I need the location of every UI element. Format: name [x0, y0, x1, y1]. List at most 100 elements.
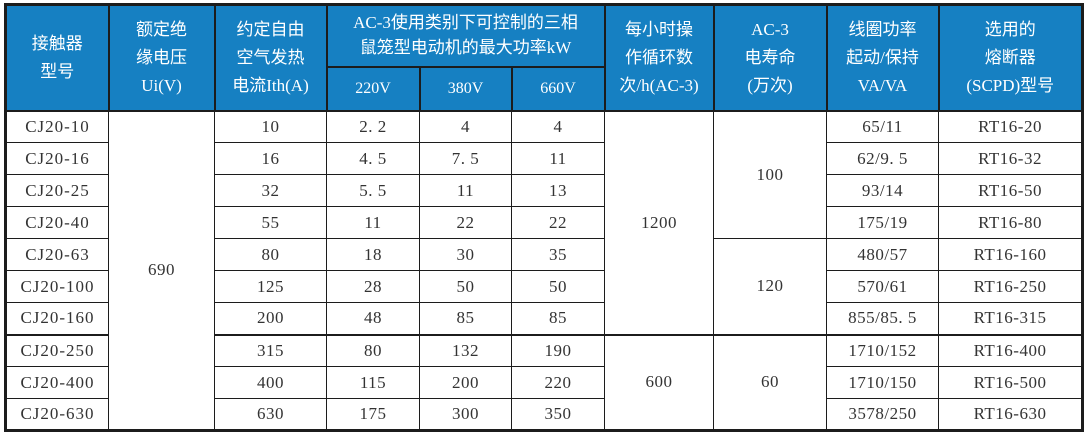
- cell-kw380: 30: [419, 238, 512, 271]
- cell-model: CJ20-100: [5, 270, 109, 303]
- cell-kw380: 50: [419, 270, 512, 303]
- cell-ith: 315: [214, 333, 327, 367]
- cell-fuse: RT16-400: [938, 333, 1084, 367]
- cell-kw660: 35: [510, 238, 606, 271]
- cell-ui-voltage: 690: [108, 110, 215, 431]
- cell-ith: 630: [214, 398, 327, 431]
- cell-life: 100: [713, 110, 828, 239]
- cell-coil-power: 93/14: [826, 174, 940, 207]
- header-ac3-power-group: AC-3使用类别下可控制的三相 鼠笼型电动机的最大功率kW: [325, 3, 606, 68]
- cell-kw660: 220: [510, 366, 606, 399]
- cell-kw220: 4. 5: [326, 142, 420, 175]
- cell-kw220: 175: [326, 398, 420, 431]
- cell-coil-power: 65/11: [826, 110, 940, 143]
- cell-kw660: 4: [510, 110, 606, 143]
- cell-kw660: 13: [510, 174, 606, 207]
- cell-kw220: 11: [326, 206, 420, 239]
- cell-kw380: 7. 5: [419, 142, 512, 175]
- cell-kw220: 80: [326, 333, 420, 367]
- cell-kw660: 11: [510, 142, 606, 175]
- cell-coil-power: 570/61: [826, 270, 940, 303]
- cell-model: CJ20-63: [5, 238, 109, 271]
- cell-kw660: 22: [510, 206, 606, 239]
- cell-cycles: 1200: [604, 110, 715, 335]
- table-header: 接触器 型号 额定绝 缘电压 Ui(V) 约定自由 空气发热 电流Ith(A) …: [4, 3, 1084, 112]
- cell-fuse: RT16-32: [938, 142, 1084, 175]
- cell-life: 120: [713, 238, 828, 335]
- cell-coil-power: 62/9. 5: [826, 142, 940, 175]
- cell-kw220: 5. 5: [326, 174, 420, 207]
- table-row: CJ20-160 200 48 85 85 855/85. 5 RT16-315: [5, 302, 1084, 335]
- cell-kw380: 300: [419, 398, 512, 431]
- cell-fuse: RT16-20: [938, 110, 1084, 143]
- cell-model: CJ20-630: [5, 398, 109, 431]
- contactor-spec-table: 接触器 型号 额定绝 缘电压 Ui(V) 约定自由 空气发热 电流Ith(A) …: [4, 3, 1085, 432]
- cell-coil-power: 480/57: [826, 238, 940, 271]
- table-row: CJ20-16 16 4. 5 7. 5 11 62/9. 5 RT16-32: [5, 142, 1084, 175]
- cell-life: 60: [713, 333, 828, 431]
- cell-fuse: RT16-160: [938, 238, 1084, 271]
- cell-kw660: 190: [510, 333, 606, 367]
- table-row: CJ20-100 125 28 50 50 570/61 RT16-250: [5, 270, 1084, 303]
- cell-coil-power: 175/19: [826, 206, 940, 239]
- cell-ith: 400: [214, 366, 327, 399]
- header-row-main: 接触器 型号 额定绝 缘电压 Ui(V) 约定自由 空气发热 电流Ith(A) …: [4, 3, 1084, 112]
- cell-kw220: 48: [326, 302, 420, 335]
- cell-kw660: 350: [510, 398, 606, 431]
- cell-kw380: 4: [419, 110, 512, 143]
- cell-ith: 55: [214, 206, 327, 239]
- cell-kw660: 50: [510, 270, 606, 303]
- cell-model: CJ20-400: [5, 366, 109, 399]
- cell-coil-power: 855/85. 5: [826, 302, 940, 335]
- cell-fuse: RT16-630: [938, 398, 1084, 431]
- cell-kw660: 85: [510, 302, 606, 335]
- cell-kw380: 22: [419, 206, 512, 239]
- header-coil-power: 线圈功率 起动/保持 VA/VA: [825, 3, 940, 112]
- cell-coil-power: 3578/250: [826, 398, 940, 431]
- cell-model: CJ20-160: [5, 302, 109, 335]
- header-380v: 380V: [418, 65, 513, 112]
- table-row: CJ20-400 400 115 200 220 1710/150 RT16-5…: [5, 366, 1084, 399]
- cell-kw380: 200: [419, 366, 512, 399]
- header-thermal-current: 约定自由 空气发热 电流Ith(A): [213, 3, 328, 112]
- cell-coil-power: 1710/152: [826, 333, 940, 367]
- table-row: CJ20-250 315 80 132 190 600 60 1710/152 …: [5, 333, 1084, 431]
- cell-fuse: RT16-500: [938, 366, 1084, 399]
- cell-model: CJ20-250: [5, 333, 109, 367]
- header-cycles-per-hour: 每小时操 作循环数 次/h(AC-3): [603, 3, 715, 112]
- cell-fuse: RT16-250: [938, 270, 1084, 303]
- cell-kw380: 132: [419, 333, 512, 367]
- cell-ith: 80: [214, 238, 327, 271]
- table-row: CJ20-63 80 18 30 35 120 480/57 RT16-160: [5, 238, 1084, 335]
- cell-fuse: RT16-80: [938, 206, 1084, 239]
- header-fuse-type: 选用的 熔断器 (SCPD)型号: [937, 3, 1084, 112]
- cell-fuse: RT16-315: [938, 302, 1084, 335]
- table-row: CJ20-10 690 10 2. 2 4 4 1200 100 65/11 R…: [5, 110, 1084, 431]
- cell-fuse: RT16-50: [938, 174, 1084, 207]
- cell-kw220: 18: [326, 238, 420, 271]
- table-row: CJ20-25 32 5. 5 11 13 93/14 RT16-50: [5, 174, 1084, 207]
- table-row: CJ20-40 55 11 22 22 175/19 RT16-80: [5, 206, 1084, 239]
- table-row: CJ20-630 630 175 300 350 3578/250 RT16-6…: [5, 398, 1084, 431]
- header-660v: 660V: [510, 65, 606, 112]
- cell-model: CJ20-25: [5, 174, 109, 207]
- cell-ith: 16: [214, 142, 327, 175]
- cell-cycles: 600: [604, 333, 715, 431]
- cell-kw380: 85: [419, 302, 512, 335]
- cell-ith: 125: [214, 270, 327, 303]
- cell-model: CJ20-16: [5, 142, 109, 175]
- cell-kw220: 2. 2: [326, 110, 420, 143]
- cell-model: CJ20-10: [5, 110, 109, 143]
- cell-kw220: 28: [326, 270, 420, 303]
- table-body: CJ20-10 690 10 2. 2 4 4 1200 100 65/11 R…: [5, 110, 1084, 431]
- cell-kw220: 115: [326, 366, 420, 399]
- cell-ith: 200: [214, 302, 327, 335]
- cell-kw380: 11: [419, 174, 512, 207]
- header-220v: 220V: [325, 65, 421, 112]
- cell-coil-power: 1710/150: [826, 366, 940, 399]
- header-contactor-model: 接触器 型号: [4, 3, 110, 112]
- cell-model: CJ20-40: [5, 206, 109, 239]
- cell-ith: 10: [214, 110, 327, 143]
- header-ac3-life: AC-3 电寿命 (万次): [712, 3, 828, 112]
- header-row-voltages: 220V 380V 660V: [6, 65, 1083, 112]
